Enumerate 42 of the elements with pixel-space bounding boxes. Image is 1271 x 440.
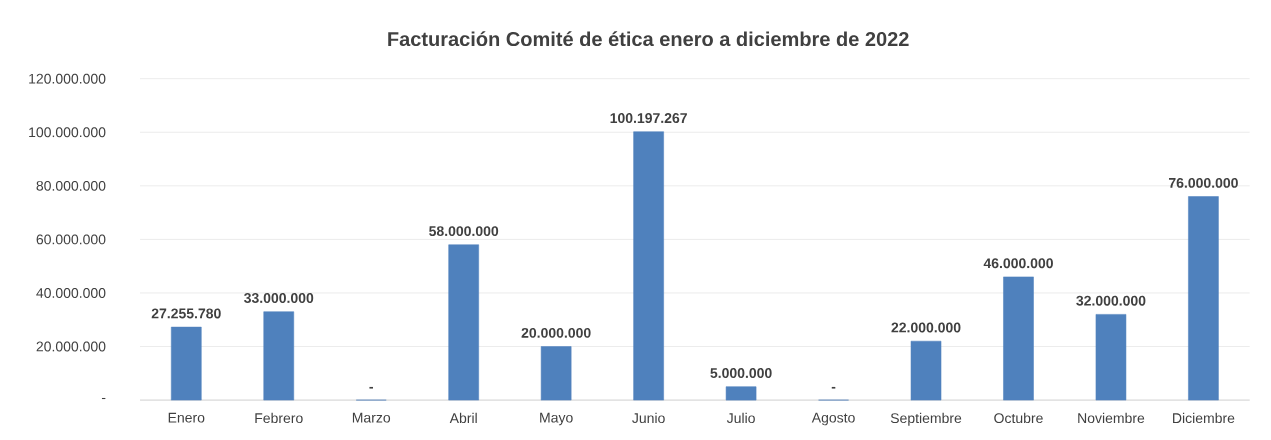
data-label: 58.000.000	[429, 226, 499, 236]
x-tick-label: Octubre	[994, 412, 1043, 424]
bar	[448, 244, 479, 401]
x-tick-label: Mayo	[540, 412, 573, 426]
y-tick-label: 20.000.000	[36, 341, 106, 352]
data-label: 100.197.267	[610, 113, 687, 123]
y-tick-label: -	[101, 397, 106, 400]
x-tick-label: Noviembre	[1078, 412, 1145, 424]
data-label: 46.000.000	[983, 258, 1053, 269]
bar	[633, 131, 664, 401]
data-label: 5.000.000	[710, 368, 772, 378]
bar	[263, 311, 295, 401]
data-label: -	[831, 386, 836, 389]
data-label: -	[369, 386, 373, 389]
y-tick-label: 100.000.000	[29, 127, 106, 138]
x-tick-label: Septiembre	[890, 412, 962, 426]
y-tick-label: 80.000.000	[36, 180, 106, 191]
chart-title: Facturación Comité de ética enero a diciembre de 2022	[388, 31, 909, 47]
bar	[540, 346, 572, 401]
y-tick-label: 60.000.000	[36, 234, 106, 245]
bar	[910, 340, 942, 401]
x-tick-label: Abril	[449, 412, 477, 424]
x-tick-label: Junio	[632, 412, 665, 424]
y-tick-label: 40.000.000	[36, 287, 106, 298]
data-label: 33.000.000	[244, 293, 314, 303]
data-label: 20.000.000	[521, 327, 591, 338]
bar	[171, 326, 202, 401]
bar	[1003, 276, 1034, 401]
x-tick-label: Diciembre	[1173, 412, 1235, 424]
data-label: 76.000.000	[1168, 177, 1238, 188]
bar	[1188, 196, 1219, 401]
data-label: 27.255.780	[151, 308, 221, 319]
data-label: 32.000.000	[1076, 295, 1146, 306]
x-tick-label: Marzo	[352, 412, 391, 423]
x-tick-label: Febrero	[255, 412, 303, 424]
data-label: 22.000.000	[891, 322, 961, 333]
x-tick-label: Julio	[726, 412, 755, 424]
x-tick-label: Agosto	[811, 412, 855, 426]
bar	[725, 386, 757, 401]
x-tick-label: Enero	[168, 412, 205, 423]
y-tick-label: 120.000.000	[29, 73, 106, 84]
bar	[1095, 314, 1127, 401]
